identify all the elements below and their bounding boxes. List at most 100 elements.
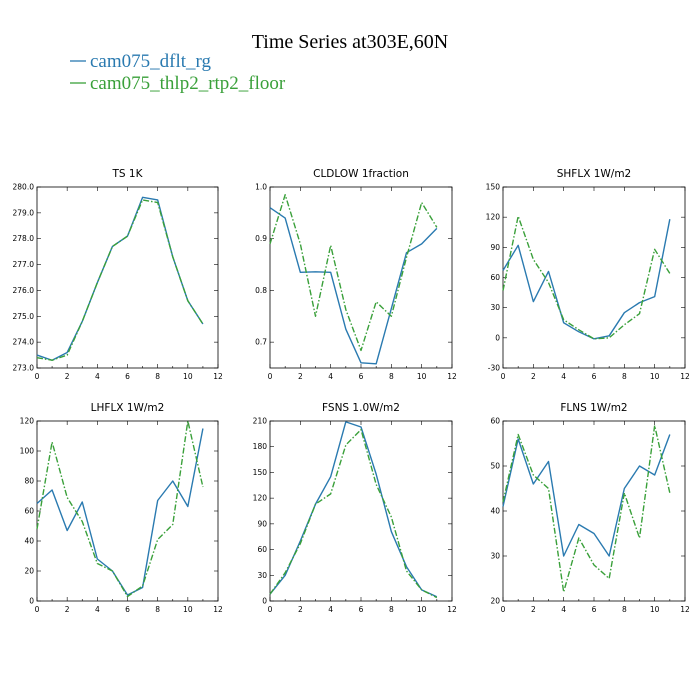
x-tick-label-shflx-0: 0	[501, 372, 506, 381]
y-tick-label-shflx-3: 60	[490, 273, 500, 282]
y-tick-label-fsns-7: 210	[253, 417, 268, 426]
panel-title-cldlow: CLDLOW 1fraction	[313, 168, 409, 180]
x-tick-label-fsns-2: 2	[298, 605, 303, 614]
x-tick-label-lhflx-6: 6	[125, 605, 130, 614]
x-tick-label-shflx-2: 2	[531, 372, 536, 381]
axes-frame-fsns	[269, 420, 453, 602]
y-tick-label-ts-6: 279.0	[13, 208, 35, 217]
x-tick-label-cldlow-10: 10	[417, 372, 427, 381]
series-line-shflx-dflt	[502, 219, 671, 340]
y-tick-label-shflx-6: 150	[486, 183, 501, 192]
axes-frame-flns	[502, 420, 686, 602]
x-tick-label-shflx-10: 10	[650, 372, 660, 381]
x-tick-label-lhflx-2: 2	[65, 605, 70, 614]
series-line-ts-floor	[36, 199, 204, 361]
x-tick-label-shflx-6: 6	[592, 372, 597, 381]
y-tick-label-fsns-4: 120	[253, 494, 268, 503]
series-line-shflx-floor	[502, 215, 671, 340]
y-tick-label-ts-4: 277.0	[13, 260, 35, 269]
x-tick-label-fsns-12: 12	[447, 605, 457, 614]
x-tick-label-ts-8: 8	[155, 372, 160, 381]
panel-title-lhflx: LHFLX 1W/m2	[91, 402, 165, 414]
y-tick-label-ts-5: 278.0	[13, 234, 35, 243]
x-tick-label-ts-10: 10	[183, 372, 193, 381]
y-tick-label-shflx-1: 0	[495, 333, 500, 342]
x-tick-label-flns-10: 10	[650, 605, 660, 614]
axes-frame-lhflx	[36, 420, 219, 602]
x-tick-label-shflx-12: 12	[680, 372, 690, 381]
y-tick-label-cldlow-3: 1.0	[255, 183, 267, 192]
y-tick-label-ts-7: 280.0	[13, 183, 35, 192]
series-line-lhflx-floor	[36, 420, 204, 598]
y-tick-label-lhflx-4: 80	[24, 477, 34, 486]
x-tick-label-fsns-6: 6	[359, 605, 364, 614]
x-tick-label-flns-4: 4	[561, 605, 566, 614]
y-tick-label-fsns-5: 150	[253, 468, 268, 477]
x-tick-label-lhflx-4: 4	[95, 605, 100, 614]
y-tick-label-lhflx-1: 20	[24, 567, 34, 576]
panel-flns: FLNS 1W/m2 0 2 4 6 8 10 12 20 30 40 50 60	[490, 402, 690, 614]
y-tick-label-flns-4: 60	[490, 417, 500, 426]
x-tick-label-ts-4: 4	[95, 372, 100, 381]
y-tick-label-cldlow-2: 0.9	[255, 234, 267, 243]
series-line-flns-dflt	[502, 434, 671, 557]
y-tick-label-ts-1: 274.0	[13, 338, 35, 347]
panel-title-shflx: SHFLX 1W/m2	[557, 168, 632, 180]
x-tick-label-flns-0: 0	[501, 605, 506, 614]
x-tick-label-flns-8: 8	[622, 605, 627, 614]
x-tick-label-cldlow-6: 6	[359, 372, 364, 381]
legend: cam075_dflt_rg cam075_thlp2_rtp2_floor	[70, 51, 286, 94]
x-tick-label-flns-2: 2	[531, 605, 536, 614]
series-line-lhflx-dflt	[36, 428, 204, 596]
x-tick-label-fsns-10: 10	[417, 605, 427, 614]
x-tick-label-ts-6: 6	[125, 372, 130, 381]
y-tick-label-cldlow-0: 0.7	[255, 338, 267, 347]
y-tick-label-shflx-5: 120	[486, 213, 501, 222]
legend-label-floor: cam075_thlp2_rtp2_floor	[90, 73, 286, 94]
x-tick-label-lhflx-8: 8	[155, 605, 160, 614]
x-tick-label-cldlow-4: 4	[328, 372, 333, 381]
x-tick-label-flns-12: 12	[680, 605, 690, 614]
series-line-cldlow-floor	[269, 194, 438, 352]
x-tick-label-cldlow-0: 0	[268, 372, 273, 381]
x-tick-label-lhflx-10: 10	[183, 605, 193, 614]
y-tick-label-lhflx-2: 40	[24, 537, 34, 546]
legend-label-dflt: cam075_dflt_rg	[90, 51, 212, 72]
panel-ts: TS 1K 0 2 4 6 8 10 12 273.0 274.0 275.0 276.0 277.0 2…	[13, 168, 223, 381]
x-tick-label-fsns-4: 4	[328, 605, 333, 614]
y-tick-label-lhflx-3: 60	[24, 507, 34, 516]
x-tick-label-shflx-4: 4	[561, 372, 566, 381]
panels-group: TS 1K 0 2 4 6 8 10 12 273.0 274.0 275.0 276.0 277.0 2…	[13, 168, 690, 614]
x-tick-label-ts-0: 0	[35, 372, 40, 381]
axes-frame-ts	[36, 186, 219, 369]
y-tick-label-fsns-1: 30	[257, 571, 267, 580]
y-tick-label-shflx-4: 90	[490, 243, 500, 252]
series-line-flns-floor	[502, 424, 671, 593]
x-tick-label-flns-6: 6	[592, 605, 597, 614]
y-tick-label-cldlow-1: 0.8	[255, 286, 267, 295]
series-line-fsns-dflt	[269, 421, 438, 598]
axes-frame-cldlow	[269, 186, 453, 369]
x-tick-label-fsns-0: 0	[268, 605, 273, 614]
y-tick-label-flns-1: 30	[490, 552, 500, 561]
x-tick-label-cldlow-2: 2	[298, 372, 303, 381]
y-tick-label-flns-3: 50	[490, 462, 500, 471]
y-tick-label-shflx-0: -30	[488, 364, 500, 373]
y-tick-label-lhflx-0: 0	[29, 597, 34, 606]
figure-title: Time Series at303E,60N	[252, 31, 448, 53]
y-tick-label-ts-2: 275.0	[13, 312, 35, 321]
y-tick-label-fsns-6: 180	[253, 442, 268, 451]
panel-cldlow: CLDLOW 1fraction 0 2 4 6 8 10 12 0.7 0.8 0.9 1.0	[255, 168, 457, 381]
x-tick-label-cldlow-12: 12	[447, 372, 457, 381]
x-tick-label-shflx-8: 8	[622, 372, 627, 381]
y-tick-label-fsns-3: 90	[257, 519, 267, 528]
series-line-fsns-floor	[269, 428, 438, 599]
y-tick-label-flns-2: 40	[490, 507, 500, 516]
y-tick-label-ts-0: 273.0	[13, 364, 35, 373]
y-tick-label-fsns-0: 0	[262, 597, 267, 606]
x-tick-label-fsns-8: 8	[389, 605, 394, 614]
